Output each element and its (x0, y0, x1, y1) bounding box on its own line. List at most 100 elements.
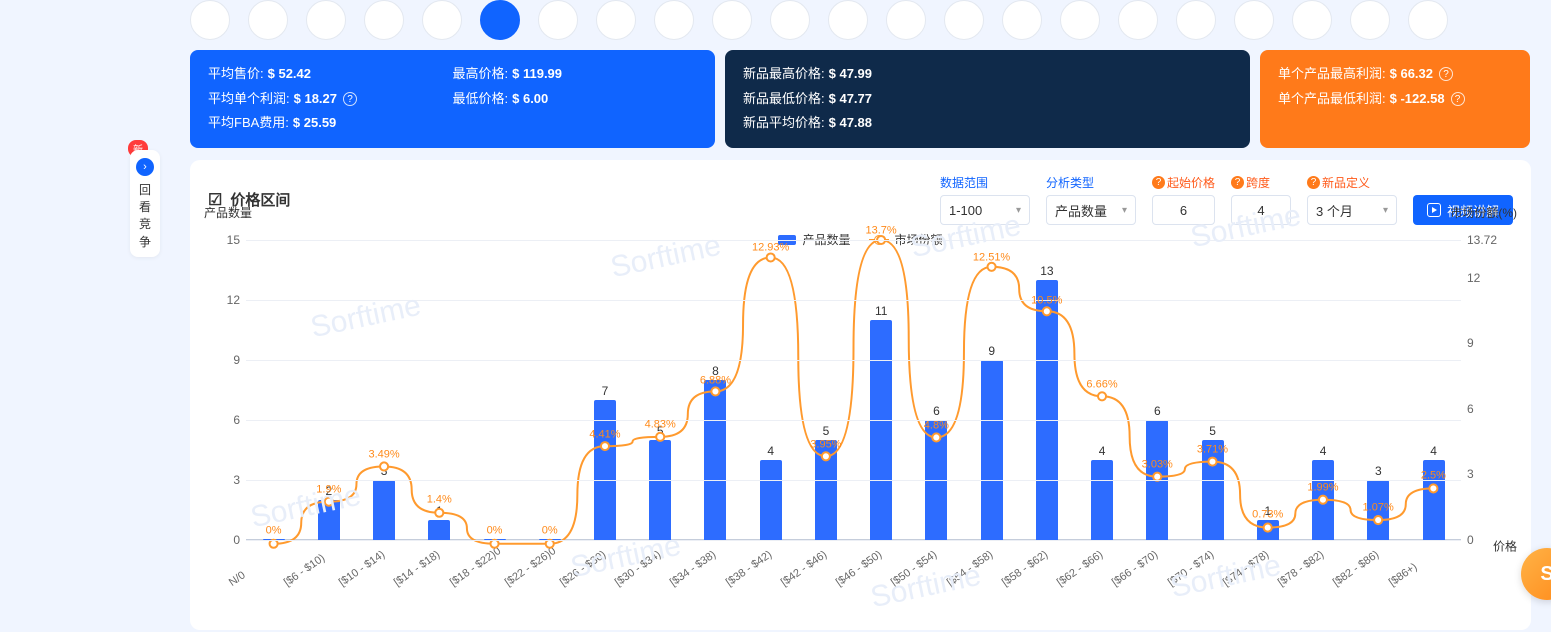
select-analysis-type[interactable]: 产品数量 ▾ (1046, 195, 1136, 225)
line-value-label: 0% (266, 524, 282, 536)
y-right-tick: 12 (1467, 271, 1505, 285)
x-category-label: [$66 - $70) (1110, 538, 1176, 589)
stat-label: 新品平均价格: (743, 111, 825, 136)
stats-row: 平均售价:$ 52.42平均单个利润:$ 18.27?平均FBA费用:$ 25.… (190, 50, 1531, 148)
line-value-label: 4.8% (924, 419, 949, 431)
nav-circle[interactable] (480, 0, 520, 40)
stat-label: 平均FBA费用: (208, 111, 289, 136)
sidebar-char: 看 (139, 201, 151, 214)
nav-circle[interactable] (1292, 0, 1332, 40)
input-start-price[interactable]: 6 (1152, 195, 1215, 225)
grid-line (246, 300, 1461, 301)
select-data-range[interactable]: 1-100 ▾ (940, 195, 1030, 225)
help-icon[interactable]: ? (1307, 176, 1320, 189)
control-start-price: ?起始价格 6 (1152, 174, 1215, 225)
stat-label: 单个产品最低利润: (1278, 87, 1386, 112)
line-value-label: 3.49% (368, 448, 399, 460)
chart-header: ☑ 价格区间 数据范围 1-100 ▾ 分析类型 产品数量 ▾ ?起始价格 6 (208, 174, 1513, 225)
stat-item: 单个产品最低利润:$ -122.58? (1278, 87, 1512, 112)
label-data-range: 数据范围 (940, 174, 1030, 191)
label-start-price: ?起始价格 (1152, 174, 1215, 191)
y-right-tick: 3 (1467, 467, 1505, 481)
y-right-tick: 13.72 (1467, 233, 1505, 247)
select-new-def-value: 3 个月 (1316, 201, 1353, 220)
chart-card: ☑ 价格区间 数据范围 1-100 ▾ 分析类型 产品数量 ▾ ?起始价格 6 (190, 160, 1531, 630)
chevron-down-icon: ▾ (1016, 205, 1021, 216)
stat-card-new: 新品最高价格:$ 47.99新品最低价格:$ 47.77新品平均价格:$ 47.… (725, 50, 1250, 148)
chevron-down-icon: ▾ (1122, 205, 1127, 216)
y-left-tick: 15 (216, 233, 240, 247)
sidebar-char: 竞 (139, 218, 151, 231)
stat-value: $ 66.32 (1390, 62, 1433, 87)
stat-item: 平均单个利润:$ 18.27? (208, 87, 453, 112)
nav-circle[interactable] (306, 0, 346, 40)
nav-circle[interactable] (654, 0, 694, 40)
stat-value: $ -122.58 (1390, 87, 1445, 112)
stat-value: $ 47.99 (829, 62, 872, 87)
input-span[interactable]: 4 (1231, 195, 1291, 225)
stat-value: $ 47.88 (829, 111, 872, 136)
nav-circle[interactable] (828, 0, 868, 40)
nav-circle[interactable] (1350, 0, 1390, 40)
stat-label: 新品最高价格: (743, 62, 825, 87)
nav-circle-row (190, 0, 1531, 50)
stat-label: 最高价格: (453, 62, 509, 87)
grid-line (246, 240, 1461, 241)
nav-circle[interactable] (944, 0, 984, 40)
nav-circle[interactable] (1060, 0, 1100, 40)
y-left-tick: 12 (216, 293, 240, 307)
play-icon (1427, 203, 1441, 217)
nav-circle[interactable] (1118, 0, 1158, 40)
line-value-label: 0% (487, 524, 503, 536)
stat-item: 平均售价:$ 52.42 (208, 62, 453, 87)
y-left-tick: 9 (216, 353, 240, 367)
stat-card-avg: 平均售价:$ 52.42平均单个利润:$ 18.27?平均FBA费用:$ 25.… (190, 50, 715, 148)
y-right-tick: 9 (1467, 336, 1505, 350)
line-value-label: 3.03% (1142, 458, 1173, 470)
nav-circle[interactable] (1002, 0, 1042, 40)
nav-circle[interactable] (190, 0, 230, 40)
x-category-label: [$14 - $18) (392, 538, 458, 589)
line-value-label: 3.71% (1197, 443, 1228, 455)
help-icon[interactable]: ? (1439, 67, 1453, 81)
nav-circle[interactable] (1234, 0, 1274, 40)
line-value-label: 1.07% (1363, 501, 1394, 513)
nav-circle[interactable] (248, 0, 288, 40)
nav-circle[interactable] (1408, 0, 1448, 40)
nav-circle[interactable] (364, 0, 404, 40)
stat-label: 新品最低价格: (743, 87, 825, 112)
control-span: ?跨度 4 (1231, 174, 1291, 225)
label-analysis-type: 分析类型 (1046, 174, 1136, 191)
line-value-label: 1.4% (427, 494, 452, 506)
control-data-range: 数据范围 1-100 ▾ (940, 174, 1030, 225)
chart-controls: 数据范围 1-100 ▾ 分析类型 产品数量 ▾ ?起始价格 6 ?跨度 4 (940, 174, 1513, 225)
line-value-label: 2.5% (1421, 470, 1446, 482)
stat-blue-left: 平均售价:$ 52.42平均单个利润:$ 18.27?平均FBA费用:$ 25.… (208, 62, 453, 136)
stat-label: 最低价格: (453, 87, 509, 112)
y-left-tick: 6 (216, 413, 240, 427)
y-right-tick: 6 (1467, 402, 1505, 416)
nav-circle[interactable] (596, 0, 636, 40)
line-value-label: 3.95% (810, 438, 841, 450)
grid-line (246, 480, 1461, 481)
nav-circle[interactable] (538, 0, 578, 40)
help-icon[interactable]: ? (1451, 92, 1465, 106)
nav-circle[interactable] (422, 0, 462, 40)
grid-line (246, 420, 1461, 421)
sidebar-tab[interactable]: › 回看竞争 (130, 150, 160, 257)
select-analysis-type-value: 产品数量 (1055, 201, 1107, 220)
stat-label: 平均单个利润: (208, 87, 290, 112)
stat-item: 新品最低价格:$ 47.77 (743, 87, 1232, 112)
select-new-def[interactable]: 3 个月 ▾ (1307, 195, 1397, 225)
nav-circle[interactable] (886, 0, 926, 40)
nav-circle[interactable] (712, 0, 752, 40)
stat-item: 最高价格:$ 119.99 (453, 62, 698, 87)
label-new-def: ?新品定义 (1307, 174, 1397, 191)
help-icon[interactable]: ? (1231, 176, 1244, 189)
line-value-label: 4.83% (645, 419, 676, 431)
help-icon[interactable]: ? (343, 92, 357, 106)
help-icon[interactable]: ? (1152, 176, 1165, 189)
line-value-label: 4.41% (589, 428, 620, 440)
nav-circle[interactable] (770, 0, 810, 40)
nav-circle[interactable] (1176, 0, 1216, 40)
